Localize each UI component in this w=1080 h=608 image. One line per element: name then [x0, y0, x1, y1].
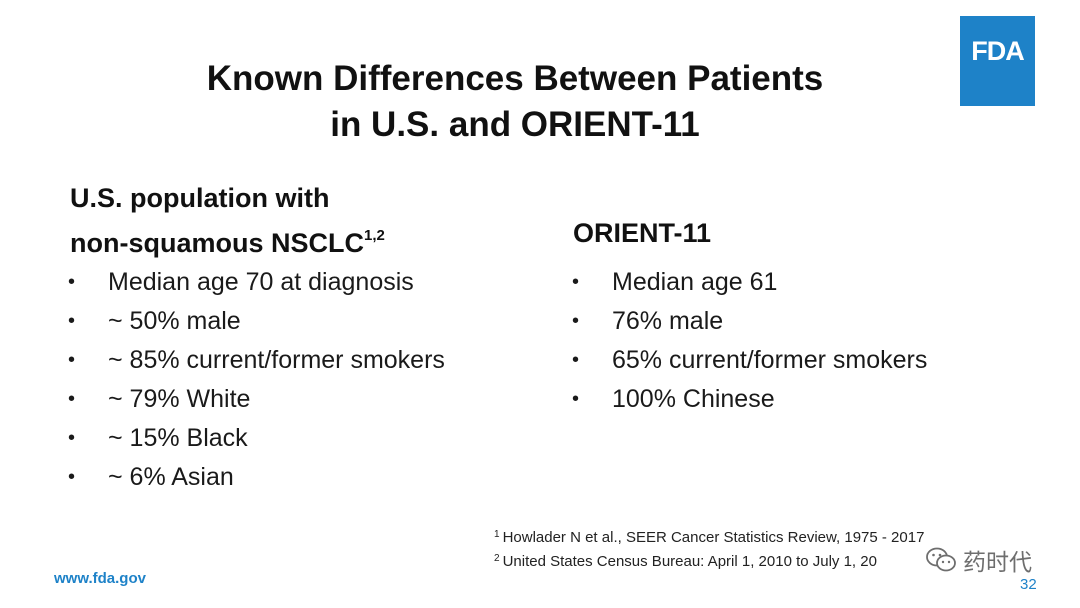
list-item-text: 100% Chinese	[612, 385, 775, 413]
slide-title: Known Differences Between Patients in U.…	[0, 56, 1030, 148]
fda-website-link[interactable]: www.fda.gov	[54, 570, 146, 587]
watermark-text: 药时代	[963, 549, 1032, 575]
footnote-1-text: Howlader N et al., SEER Cancer Statistic…	[502, 529, 925, 546]
slide-title-line2: in U.S. and ORIENT-11	[330, 105, 700, 144]
list-item-text: ~ 6% Asian	[108, 463, 234, 491]
fda-logo-text: FDA	[971, 36, 1024, 66]
list-item-text: ~ 79% White	[108, 385, 251, 413]
bullet-icon: •	[68, 427, 76, 449]
list-item: • Median age 70 at diagnosis	[68, 263, 445, 302]
list-item: • ~ 6% Asian	[68, 458, 445, 497]
footnote-1: 1 Howlader N et al., SEER Cancer Statisti…	[494, 524, 924, 548]
list-item: • ~ 15% Black	[68, 419, 445, 458]
page-number: 32	[1020, 576, 1037, 593]
orient-11-heading: ORIENT-11	[573, 218, 712, 248]
list-item: • ~ 50% male	[68, 302, 445, 341]
bullet-icon: •	[572, 349, 580, 371]
list-item-text: 65% current/former smokers	[612, 346, 928, 374]
us-heading-line2-text: non-squamous NSCLC	[70, 228, 364, 258]
list-item-text: 76% male	[612, 307, 724, 335]
list-item-text: ~ 50% male	[108, 307, 241, 335]
us-heading-line2: non-squamous NSCLC1,2	[70, 217, 385, 262]
bullet-icon: •	[68, 388, 76, 410]
fda-logo: FDA	[960, 16, 1035, 106]
list-item: • 100% Chinese	[572, 380, 927, 419]
list-item: • ~ 85% current/former smokers	[68, 341, 445, 380]
bullet-icon: •	[572, 310, 580, 332]
slide-title-line1: Known Differences Between Patients	[206, 59, 824, 98]
orient-11-list: • Median age 61 • 76% male • 65% current/fo…	[572, 263, 927, 419]
us-population-list: • Median age 70 at diagnosis • ~ 50% male …	[68, 263, 445, 497]
footnote-2-number: 2	[494, 553, 500, 564]
us-heading-superscript: 1,2	[364, 227, 385, 244]
list-item: • 76% male	[572, 302, 927, 341]
watermark: 药时代	[925, 543, 1032, 577]
list-item: • Median age 61	[572, 263, 927, 302]
list-item-text: ~ 15% Black	[108, 424, 248, 452]
footnote-2: 2 United States Census Bureau: April 1, 2…	[494, 548, 924, 572]
bullet-icon: •	[572, 388, 580, 410]
wechat-icon	[926, 547, 956, 572]
bullet-icon: •	[572, 271, 580, 293]
us-heading-line1: U.S. population with	[70, 183, 330, 213]
footnotes: 1 Howlader N et al., SEER Cancer Statisti…	[494, 524, 924, 572]
us-population-heading: U.S. population with non-squamous NSCLC1…	[70, 180, 385, 262]
list-item: • 65% current/former smokers	[572, 341, 927, 380]
list-item-text: Median age 70 at diagnosis	[108, 268, 414, 296]
list-item-text: ~ 85% current/former smokers	[108, 346, 445, 374]
bullet-icon: •	[68, 349, 76, 371]
footnote-1-number: 1	[494, 529, 500, 540]
footnote-2-text: United States Census Bureau: April 1, 20…	[502, 553, 877, 570]
bullet-icon: •	[68, 271, 76, 293]
bullet-icon: •	[68, 310, 76, 332]
list-item-text: Median age 61	[612, 268, 778, 296]
bullet-icon: •	[68, 466, 76, 488]
list-item: • ~ 79% White	[68, 380, 445, 419]
